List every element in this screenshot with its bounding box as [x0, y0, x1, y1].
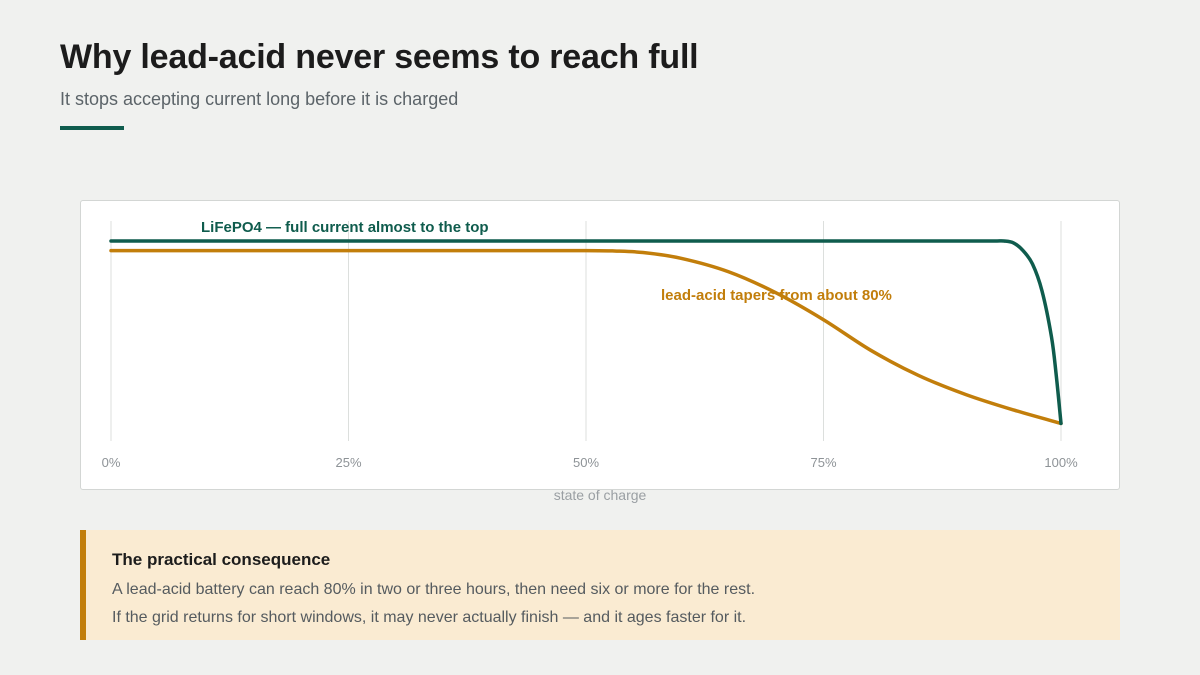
title-underline-accent	[60, 126, 124, 130]
lines-layer	[109, 239, 1063, 426]
callout-heading: The practical consequence	[112, 550, 331, 569]
x-tick-label-25: 25%	[335, 455, 361, 470]
x-tick-label-75: 75%	[810, 455, 836, 470]
practical-consequence-callout: The practical consequence A lead-acid ba…	[80, 530, 1120, 640]
series-label-lead-acid: lead-acid tapers from about 80%	[661, 287, 892, 304]
series-label-lifepo4: LiFePO4 — full current almost to the top	[201, 219, 489, 236]
grid-layer	[110, 221, 1062, 441]
series-line-lifepo4	[109, 239, 1063, 426]
x-tick-label-50: 50%	[573, 455, 599, 470]
chart-card: LiFePO4 — full current almost to the top…	[80, 200, 1120, 503]
x-tick-label-0: 0%	[102, 455, 121, 470]
series-line-lead-acid	[109, 248, 1063, 426]
x-tick-label-100: 100%	[1044, 455, 1078, 470]
x-axis-title: state of charge	[554, 487, 647, 503]
page-subtitle: It stops accepting current long before i…	[60, 89, 459, 109]
callout-line-1: A lead-acid battery can reach 80% in two…	[112, 581, 756, 598]
labels-layer: LiFePO4 — full current almost to the top…	[201, 219, 892, 304]
state-of-charge-chart: LiFePO4 — full current almost to the top…	[102, 219, 1078, 503]
page-title: Why lead-acid never seems to reach full	[60, 38, 699, 76]
callout-line-2: If the grid returns for short windows, i…	[112, 609, 747, 626]
ticks-layer: 0% 25% 50% 75% 100%	[102, 455, 1078, 470]
